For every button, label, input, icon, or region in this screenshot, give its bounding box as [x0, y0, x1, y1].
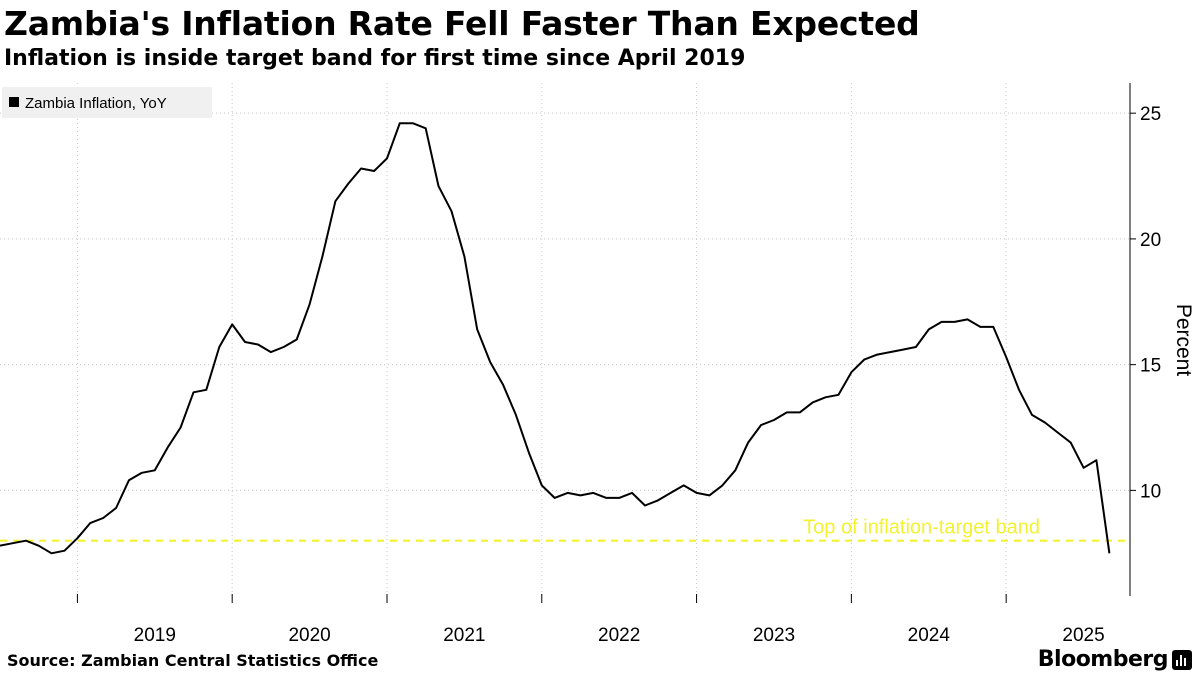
brand: Bloomberg — [1038, 646, 1192, 674]
y-tick-label: 25 — [1140, 104, 1161, 125]
chart-subtitle: Inflation is inside target band for firs… — [4, 46, 746, 71]
series-line-zambia-inflation — [0, 122, 1111, 555]
x-tick-label: 2024 — [908, 625, 951, 646]
target-band-layer: Top of inflation-target band — [0, 517, 1130, 542]
y-axis-title: Percent — [1172, 304, 1195, 377]
y-tick-label: 20 — [1140, 230, 1161, 251]
legend-background — [2, 87, 212, 118]
target-band-label: Top of inflation-target band — [803, 517, 1040, 539]
x-tick-label: 2023 — [753, 625, 795, 646]
y-tick-label: 10 — [1140, 481, 1161, 502]
x-tick-label: 2022 — [598, 625, 640, 646]
y-tick-label: 15 — [1140, 356, 1161, 377]
grid-lines — [0, 83, 1130, 596]
x-tick-label: 2020 — [288, 625, 330, 646]
legend-entry: Zambia Inflation, YoY — [25, 95, 167, 112]
x-tick-label: 2019 — [134, 625, 176, 646]
source-note: Source: Zambian Central Statistics Offic… — [7, 651, 379, 670]
legend-swatch — [9, 97, 19, 107]
series-layer — [0, 122, 1111, 555]
chart-title: Zambia's Inflation Rate Fell Faster Than… — [4, 4, 920, 43]
bar-chart-icon — [1172, 650, 1192, 670]
brand-logo: Bloomberg — [1037, 647, 1169, 672]
x-tick-label: 2021 — [443, 625, 485, 646]
x-tick-label: 2025 — [1062, 625, 1104, 646]
legend: Zambia Inflation, YoY — [2, 87, 212, 118]
